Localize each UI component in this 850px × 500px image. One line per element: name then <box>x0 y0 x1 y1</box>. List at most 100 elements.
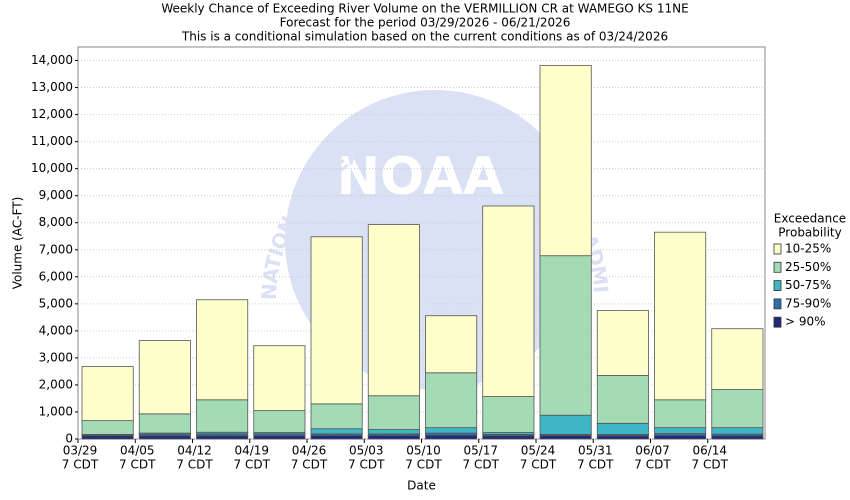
bar-segment <box>196 399 249 433</box>
x-tick-label: 7 CDT <box>634 458 671 472</box>
bar-segment <box>425 427 478 434</box>
bar-segment <box>138 413 191 434</box>
x-axis-label: Date <box>407 479 436 493</box>
legend-label: > 90% <box>785 315 826 329</box>
bar-segment <box>253 435 306 440</box>
legend-swatch <box>773 243 782 255</box>
bar-segment <box>711 435 764 440</box>
bar-segment <box>367 435 420 440</box>
watermark-text: NOAA <box>337 147 504 207</box>
legend-title: Exceedance <box>774 212 846 226</box>
bar-segment <box>596 422 649 435</box>
bar-segment <box>482 435 535 440</box>
bar-segment <box>253 345 306 412</box>
y-tick-label: 4,000 <box>39 323 73 337</box>
y-tick-label: 2,000 <box>39 377 73 391</box>
bar-segment <box>310 435 363 440</box>
bar-segment <box>539 255 592 416</box>
x-tick-label: 7 CDT <box>463 458 500 472</box>
bar-segment <box>539 414 592 435</box>
bar-segment <box>539 64 592 257</box>
bar-segment <box>81 435 134 440</box>
bar-segment <box>596 435 649 440</box>
bar-segment <box>196 435 249 440</box>
x-tick-label: 05/10 <box>406 444 441 458</box>
legend-label: 75-90% <box>785 296 831 310</box>
x-tick-label: 04/19 <box>234 444 269 458</box>
bar-segment <box>196 299 249 401</box>
y-tick-label: 9,000 <box>39 188 73 202</box>
chart-title: Forecast for the period 03/29/2026 - 06/… <box>280 16 571 30</box>
legend-label: 50-75% <box>785 278 831 292</box>
y-axis-label: Volume (AC-FT) <box>11 197 25 290</box>
chart-title: Weekly Chance of Exceeding River Volume … <box>161 2 688 16</box>
y-tick-label: 3,000 <box>39 350 73 364</box>
y-tick-label: 5,000 <box>39 296 73 310</box>
bar-segment <box>310 236 363 405</box>
bar-segment <box>654 427 707 434</box>
y-tick-label: 0 <box>65 432 73 446</box>
bar-segment <box>711 427 764 435</box>
legend-swatch <box>773 280 782 292</box>
x-tick-label: 05/24 <box>521 444 556 458</box>
legend-swatch <box>773 316 782 328</box>
x-tick-label: 7 CDT <box>692 458 729 472</box>
legend-label: 25-50% <box>785 260 831 274</box>
bar-segment <box>482 205 535 397</box>
legend-swatch <box>773 261 782 273</box>
y-tick-label: 7,000 <box>39 242 73 256</box>
bar-segment <box>711 389 764 429</box>
y-tick-label: 1,000 <box>39 404 73 418</box>
bar-segment <box>367 395 420 430</box>
bar-segment <box>654 435 707 440</box>
x-tick-label: 7 CDT <box>176 458 213 472</box>
bar-segment <box>425 434 478 440</box>
x-tick-label: 7 CDT <box>577 458 614 472</box>
bar-segment <box>596 375 649 424</box>
bar-segment <box>138 340 191 415</box>
bar-segment <box>81 366 134 422</box>
x-tick-label: 7 CDT <box>291 458 328 472</box>
y-tick-label: 10,000 <box>31 161 73 175</box>
bar-segment <box>482 396 535 433</box>
x-tick-label: 04/05 <box>120 444 155 458</box>
bar-segment <box>138 435 191 440</box>
bar-segment <box>539 435 592 440</box>
x-tick-label: 05/31 <box>578 444 613 458</box>
x-tick-label: 7 CDT <box>520 458 557 472</box>
x-tick-label: 7 CDT <box>62 458 99 472</box>
x-tick-label: 7 CDT <box>348 458 385 472</box>
x-tick-label: 7 CDT <box>119 458 156 472</box>
bar-segment <box>425 372 478 429</box>
legend-title: Probability <box>778 226 841 240</box>
x-tick-label: 03/29 <box>63 444 98 458</box>
x-tick-label: 05/17 <box>463 444 498 458</box>
x-tick-label: 06/07 <box>635 444 670 458</box>
y-tick-label: 13,000 <box>31 80 73 94</box>
x-tick-label: 04/26 <box>292 444 327 458</box>
y-tick-label: 6,000 <box>39 269 73 283</box>
y-tick-label: 12,000 <box>31 107 73 121</box>
chart-title: This is a conditional simulation based o… <box>181 30 668 44</box>
x-tick-label: 7 CDT <box>405 458 442 472</box>
y-tick-label: 8,000 <box>39 215 73 229</box>
x-tick-label: 05/03 <box>349 444 384 458</box>
x-tick-label: 06/14 <box>692 444 727 458</box>
x-tick-label: 7 CDT <box>234 458 271 472</box>
x-tick-label: 04/12 <box>177 444 212 458</box>
legend-label: 10-25% <box>785 242 831 256</box>
legend-swatch <box>773 298 782 310</box>
y-tick-label: 14,000 <box>31 53 73 67</box>
bar-segment <box>253 410 306 433</box>
bar-segment <box>711 328 764 390</box>
y-tick-label: 11,000 <box>31 134 73 148</box>
bar-segment <box>310 403 363 430</box>
bar-segment <box>367 429 420 435</box>
bar-segment <box>81 420 134 435</box>
bar-segment <box>367 224 420 397</box>
bar-segment <box>310 428 363 435</box>
bar-segment <box>654 231 707 401</box>
bar-segment <box>596 310 649 376</box>
bar-segment <box>425 315 478 374</box>
